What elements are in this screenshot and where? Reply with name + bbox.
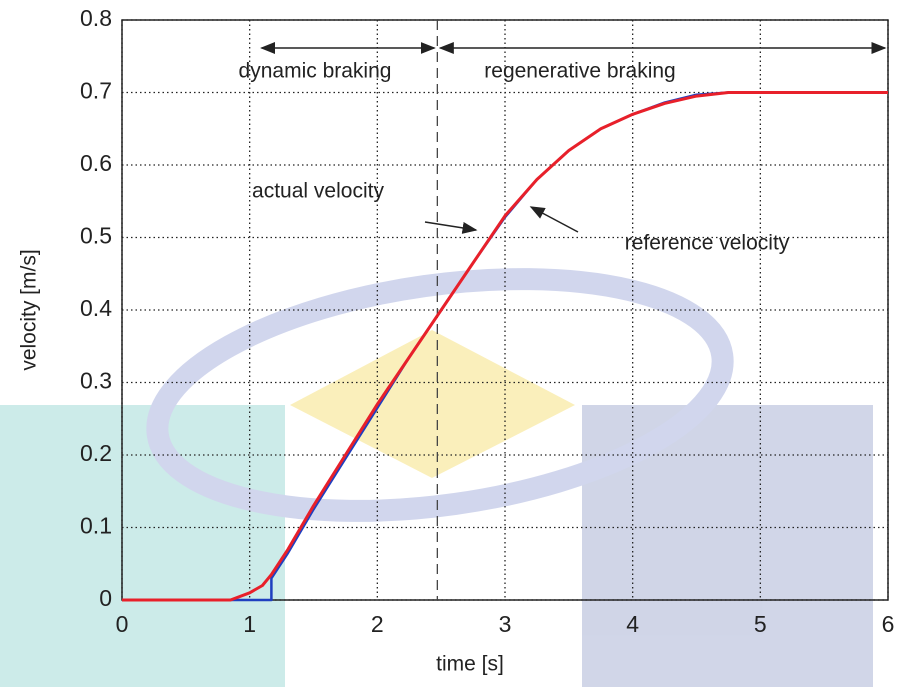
- x-axis-label: time [s]: [436, 653, 504, 676]
- y-tick-label: 0.6: [80, 150, 112, 176]
- series-line: [122, 91, 888, 602]
- y-tick-label: 0.5: [80, 223, 112, 249]
- series-annotation: actual velocity: [252, 180, 384, 203]
- y-axis-label: velocity [m/s]: [18, 249, 41, 370]
- y-tick-label: 0.4: [80, 295, 112, 321]
- y-tick-label: 0.3: [80, 368, 112, 394]
- annotation-arrow: [424, 221, 478, 234]
- phase-label: dynamic braking: [239, 60, 392, 83]
- y-tick-label: 0: [99, 585, 112, 611]
- y-tick-label: 0.1: [80, 513, 112, 539]
- x-tick-label: 6: [882, 611, 895, 637]
- x-tick-label: 5: [754, 611, 767, 637]
- x-tick-label: 2: [371, 611, 384, 637]
- x-tick-label: 0: [116, 611, 129, 637]
- x-tick-label: 4: [626, 611, 639, 637]
- phase-label: regenerative braking: [484, 60, 675, 83]
- y-tick-label: 0.2: [80, 440, 112, 466]
- x-tick-label: 3: [499, 611, 512, 637]
- x-tick-label: 1: [243, 611, 256, 637]
- y-tick-label: 0.7: [80, 78, 112, 104]
- annotation-arrow: [529, 206, 579, 233]
- series-annotation: reference velocity: [625, 232, 790, 255]
- y-tick-label: 0.8: [80, 5, 112, 31]
- watermark: [0, 268, 873, 687]
